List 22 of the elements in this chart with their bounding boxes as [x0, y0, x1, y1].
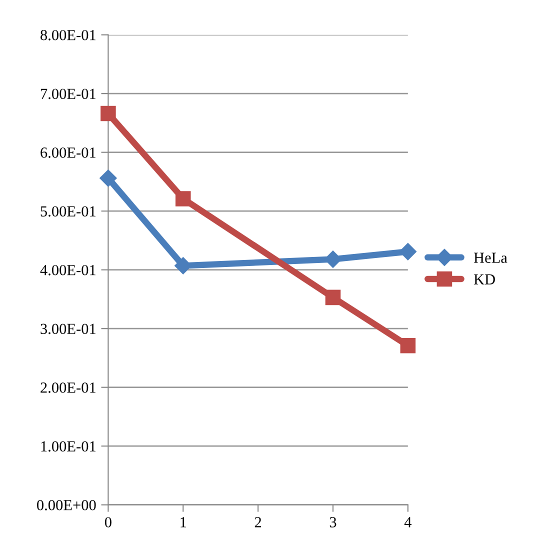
y-tick-label: 0.00E+00: [37, 500, 96, 510]
y-tick-label: 4.00E-01: [40, 264, 96, 276]
y-tick-label: 3.00E-01: [40, 324, 96, 334]
point: [100, 106, 116, 122]
y-tick-label: 8.00E-01: [40, 30, 96, 40]
y-tick-label: 7.00E-01: [40, 88, 96, 100]
x-tick-label: 0: [104, 517, 112, 528]
x-tick-label: 4: [404, 517, 412, 528]
point: [175, 191, 191, 206]
point: [400, 338, 416, 354]
y-tick-label: 2.00E-01: [40, 382, 96, 393]
x-tick-label: 3: [330, 517, 336, 528]
y-tick-label: 6.00E-01: [40, 147, 96, 158]
point: [399, 243, 416, 260]
legend-label: HeLa: [474, 252, 508, 263]
x-tick-label: 2: [254, 517, 262, 528]
point: [100, 170, 117, 187]
x-tick-label: 1: [180, 517, 186, 528]
y-tick-label: 5.00E-01: [40, 206, 96, 217]
legend-label: KD: [474, 274, 495, 284]
point: [325, 290, 341, 306]
y-tick-label: 1.00E-01: [41, 441, 96, 452]
